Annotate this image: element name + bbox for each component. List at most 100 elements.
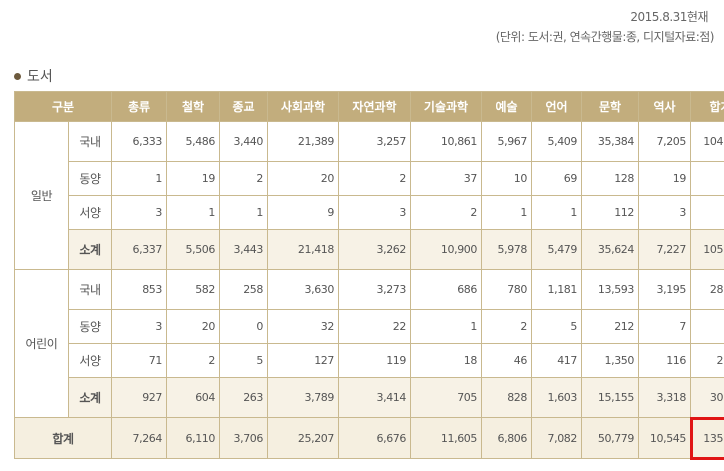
table-cell: 2 (481, 309, 532, 344)
col-header: 기술과학 (410, 91, 482, 122)
table-cell: 5,967 (481, 121, 532, 162)
table-cell: 22 (338, 309, 411, 344)
table-cell: 1 (481, 195, 532, 230)
table-cell: 3 (338, 195, 411, 230)
col-header-total: 합계 (690, 91, 724, 122)
table-row: 동양119220237106912819307 (15, 161, 724, 196)
col-header: 역사 (638, 91, 691, 122)
table-cell: 3,262 (338, 229, 411, 270)
table-cell: 19 (166, 161, 220, 196)
table-cell: 21,389 (267, 121, 339, 162)
table-cell: 20 (166, 309, 220, 344)
table-cell: 35,624 (581, 229, 639, 270)
book-stats-table: 구분 총류 철학 종교 사회과학 자연과학 기술과학 예술 언어 문학 역사 합… (14, 91, 724, 460)
table-cell: 1 (219, 195, 268, 230)
table-cell: 582 (166, 269, 220, 310)
group-label: 어린이 (14, 269, 69, 418)
table-cell: 30,606 (690, 377, 724, 418)
table-cell: 6,333 (111, 121, 167, 162)
grand-total-cell: 135,780 (689, 416, 724, 460)
table-row: 일반 국내 6,333 5,486 3,440 21,389 3,257 10,861 5,96… (14, 121, 724, 270)
table-cell: 3,443 (219, 229, 268, 270)
table-cell: 3,318 (638, 377, 691, 418)
table-cell: 927 (111, 377, 167, 418)
table-cell: 105,174 (690, 229, 724, 270)
table-cell: 19 (638, 161, 691, 196)
total-label: 합계 (14, 417, 112, 459)
table-cell: 5 (531, 309, 582, 344)
table-cell: 116 (638, 343, 691, 378)
table-cell: 5,479 (531, 229, 582, 270)
group-label: 일반 (14, 121, 69, 270)
total-cell: 6,806 (481, 417, 532, 459)
table-cell: 10,861 (410, 121, 482, 162)
row-label: 동양 (68, 309, 112, 344)
table-row: 어린이 국내 853 582 258 3,630 3,273 686 780 1,181 13,59… (14, 269, 724, 418)
table-cell: 2 (338, 161, 411, 196)
table-cell: 136 (690, 195, 724, 230)
total-cell: 6,676 (338, 417, 411, 459)
table-cell: 1 (410, 309, 482, 344)
subtotal-row: 소계 927 604 263 3,789 3,414 705 828 1,603 15,155 3,… (15, 377, 724, 418)
total-cell: 11,605 (410, 417, 482, 459)
table-cell: 128 (581, 161, 639, 196)
col-header: 철학 (166, 91, 220, 122)
table-cell: 417 (531, 343, 582, 378)
row-label: 동양 (68, 161, 112, 196)
table-cell: 46 (481, 343, 532, 378)
table-cell: 3 (638, 195, 691, 230)
table-cell: 263 (219, 377, 268, 418)
table-row: 동양320032221252127304 (15, 309, 724, 344)
row-label: 소계 (68, 229, 112, 270)
table-cell: 5 (219, 343, 268, 378)
col-header: 문학 (581, 91, 639, 122)
table-cell: 853 (111, 269, 167, 310)
table-cell: 3,257 (338, 121, 411, 162)
table-cell: 1,181 (531, 269, 582, 310)
bullet-icon (14, 72, 21, 80)
table-cell: 13,593 (581, 269, 639, 310)
table-cell: 127 (267, 343, 339, 378)
table-cell: 3,195 (638, 269, 691, 310)
table-cell: 3,414 (338, 377, 411, 418)
section-title: 도서 (14, 66, 53, 86)
col-header: 총류 (111, 91, 167, 122)
table-cell: 2,271 (690, 343, 724, 378)
table-cell: 21,418 (267, 229, 339, 270)
table-cell: 2 (166, 343, 220, 378)
table-cell: 0 (219, 309, 268, 344)
table-cell: 1 (166, 195, 220, 230)
table-cell: 1 (531, 195, 582, 230)
table-cell: 1,603 (531, 377, 582, 418)
table-cell: 5,409 (531, 121, 582, 162)
row-label: 서양 (68, 195, 112, 230)
col-header: 종교 (219, 91, 268, 122)
table-cell: 20 (267, 161, 339, 196)
table-cell: 7,205 (638, 121, 691, 162)
table-cell: 15,155 (581, 377, 639, 418)
table-cell: 10,900 (410, 229, 482, 270)
table-cell: 6,337 (111, 229, 167, 270)
section-title-text: 도서 (27, 69, 53, 85)
table-cell: 604 (166, 377, 220, 418)
col-header: 사회과학 (267, 91, 339, 122)
table-cell: 35,384 (581, 121, 639, 162)
table-cell: 69 (531, 161, 582, 196)
col-header: 언어 (531, 91, 582, 122)
table-cell: 5,978 (481, 229, 532, 270)
total-cell: 25,207 (267, 417, 339, 459)
table-cell: 3 (111, 309, 167, 344)
table-cell: 104,731 (690, 121, 724, 162)
table-cell: 7,227 (638, 229, 691, 270)
table-cell: 5,506 (166, 229, 220, 270)
table-cell: 307 (690, 161, 724, 196)
table-cell: 32 (267, 309, 339, 344)
row-label: 국내 (68, 121, 112, 162)
table-cell: 3,789 (267, 377, 339, 418)
table-cell: 258 (219, 269, 268, 310)
total-cell: 7,082 (531, 417, 582, 459)
table-cell: 3,273 (338, 269, 411, 310)
date-label: 2015.8.31현재 (630, 10, 708, 24)
total-cell: 6,110 (166, 417, 220, 459)
